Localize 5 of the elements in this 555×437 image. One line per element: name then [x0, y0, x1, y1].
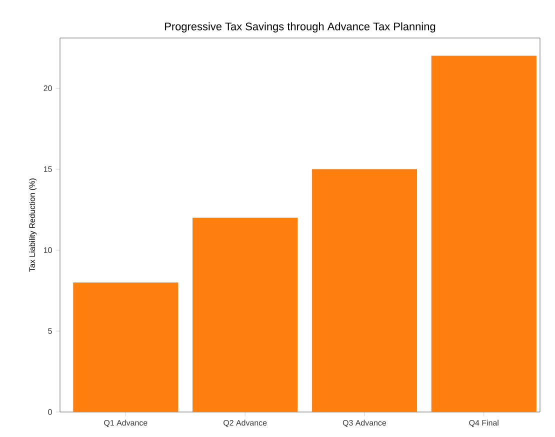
bar — [431, 56, 536, 412]
bar — [192, 218, 298, 412]
bar — [73, 282, 178, 412]
chart-title: Progressive Tax Savings through Advance Tax Planning — [165, 22, 436, 32]
bar — [312, 169, 418, 412]
